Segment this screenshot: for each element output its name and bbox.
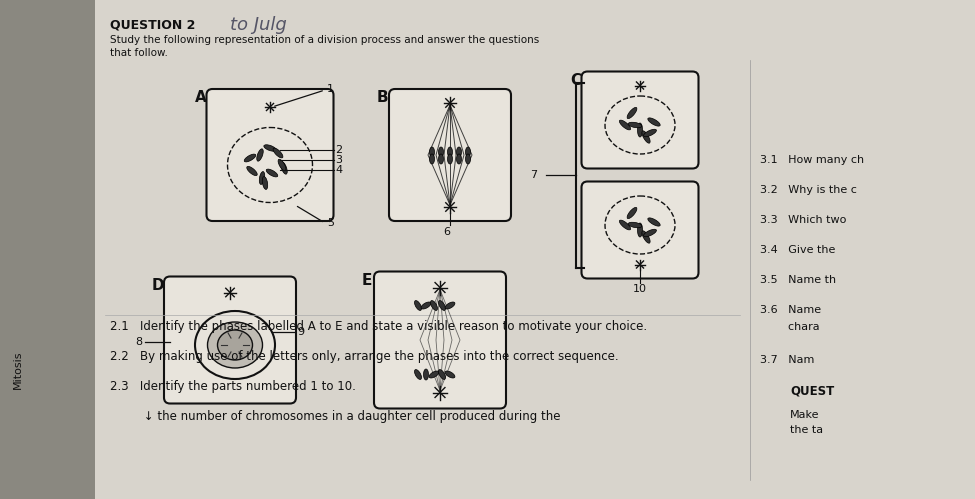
Text: ↓ the number of chromosomes in a daughter cell produced during the: ↓ the number of chromosomes in a daughte…	[110, 410, 561, 423]
Text: to Julg: to Julg	[230, 16, 287, 34]
Text: Study the following representation of a division process and answer the question: Study the following representation of a …	[110, 35, 539, 45]
Ellipse shape	[628, 122, 642, 128]
Ellipse shape	[259, 172, 264, 185]
Ellipse shape	[448, 147, 452, 157]
Ellipse shape	[281, 162, 288, 174]
Ellipse shape	[264, 145, 276, 151]
Ellipse shape	[247, 166, 257, 176]
Ellipse shape	[647, 218, 660, 226]
Text: 3.5   Name th: 3.5 Name th	[760, 275, 837, 285]
Bar	[0, 0, 95, 499]
Ellipse shape	[638, 123, 643, 137]
Ellipse shape	[447, 370, 453, 379]
Text: QUEST: QUEST	[790, 385, 835, 398]
Ellipse shape	[465, 147, 471, 157]
Text: 3.4   Give the: 3.4 Give the	[760, 245, 836, 255]
Ellipse shape	[415, 369, 420, 380]
Text: A: A	[195, 90, 207, 105]
Text: 6: 6	[444, 227, 450, 237]
Ellipse shape	[456, 147, 461, 157]
Ellipse shape	[627, 208, 637, 219]
Ellipse shape	[266, 169, 278, 177]
Text: D: D	[152, 278, 165, 293]
Ellipse shape	[208, 322, 262, 368]
Text: 2.1   Identify the phases labelled A to E and state a visible reason to motivate: 2.1 Identify the phases labelled A to E …	[110, 320, 647, 333]
Ellipse shape	[647, 118, 660, 126]
Text: E: E	[362, 273, 372, 288]
Text: 8: 8	[135, 337, 142, 347]
Text: QUESTION 2: QUESTION 2	[110, 18, 195, 31]
FancyBboxPatch shape	[164, 276, 296, 404]
Ellipse shape	[422, 300, 430, 310]
Text: 3: 3	[335, 155, 342, 165]
Ellipse shape	[422, 370, 430, 379]
Text: 5: 5	[327, 218, 334, 228]
Ellipse shape	[439, 147, 444, 157]
Ellipse shape	[439, 154, 444, 164]
Ellipse shape	[456, 154, 461, 164]
Text: Mitosis: Mitosis	[13, 351, 23, 389]
Ellipse shape	[445, 302, 455, 309]
Ellipse shape	[638, 223, 643, 237]
Ellipse shape	[430, 147, 435, 157]
Ellipse shape	[273, 148, 283, 158]
Ellipse shape	[448, 154, 452, 164]
Ellipse shape	[413, 302, 423, 309]
Ellipse shape	[278, 159, 286, 171]
FancyBboxPatch shape	[581, 71, 698, 169]
Text: B: B	[377, 90, 389, 105]
Text: Make: Make	[790, 410, 820, 420]
Ellipse shape	[437, 302, 447, 309]
FancyBboxPatch shape	[581, 182, 698, 278]
Ellipse shape	[642, 231, 650, 243]
Ellipse shape	[627, 107, 637, 119]
Text: 3.1   How many ch: 3.1 How many ch	[760, 155, 864, 165]
Ellipse shape	[430, 154, 435, 164]
Text: 9: 9	[297, 327, 304, 337]
Text: 2.2   By making use of the letters only, arrange the phases into the correct seq: 2.2 By making use of the letters only, a…	[110, 350, 618, 363]
Ellipse shape	[431, 300, 438, 310]
FancyBboxPatch shape	[207, 89, 333, 221]
Text: 3.7   Nam: 3.7 Nam	[760, 355, 814, 365]
FancyBboxPatch shape	[389, 89, 511, 221]
Ellipse shape	[644, 229, 656, 237]
Ellipse shape	[256, 149, 263, 161]
FancyBboxPatch shape	[95, 0, 975, 499]
Ellipse shape	[439, 370, 446, 379]
Text: 3.3   Which two: 3.3 Which two	[760, 215, 846, 225]
Ellipse shape	[244, 154, 255, 162]
Ellipse shape	[619, 220, 631, 230]
Ellipse shape	[429, 371, 439, 378]
FancyBboxPatch shape	[374, 271, 506, 409]
Ellipse shape	[619, 120, 631, 130]
Text: 2: 2	[335, 145, 342, 155]
Ellipse shape	[644, 129, 656, 137]
Text: 3.2   Why is the c: 3.2 Why is the c	[760, 185, 857, 195]
Text: 3.6   Name: 3.6 Name	[760, 305, 821, 315]
Ellipse shape	[465, 154, 471, 164]
Text: 1: 1	[327, 84, 334, 94]
Text: 2.3   Identify the parts numbered 1 to 10.: 2.3 Identify the parts numbered 1 to 10.	[110, 380, 356, 393]
Text: 7: 7	[530, 170, 537, 180]
Ellipse shape	[642, 131, 650, 143]
Ellipse shape	[217, 330, 253, 360]
Text: 4: 4	[335, 165, 342, 175]
Text: C: C	[570, 73, 581, 88]
Text: 10: 10	[633, 284, 647, 294]
Text: that follow.: that follow.	[110, 48, 168, 58]
Text: the ta: the ta	[790, 425, 823, 435]
Ellipse shape	[262, 177, 268, 190]
Ellipse shape	[628, 222, 642, 228]
Text: chara: chara	[760, 322, 820, 332]
